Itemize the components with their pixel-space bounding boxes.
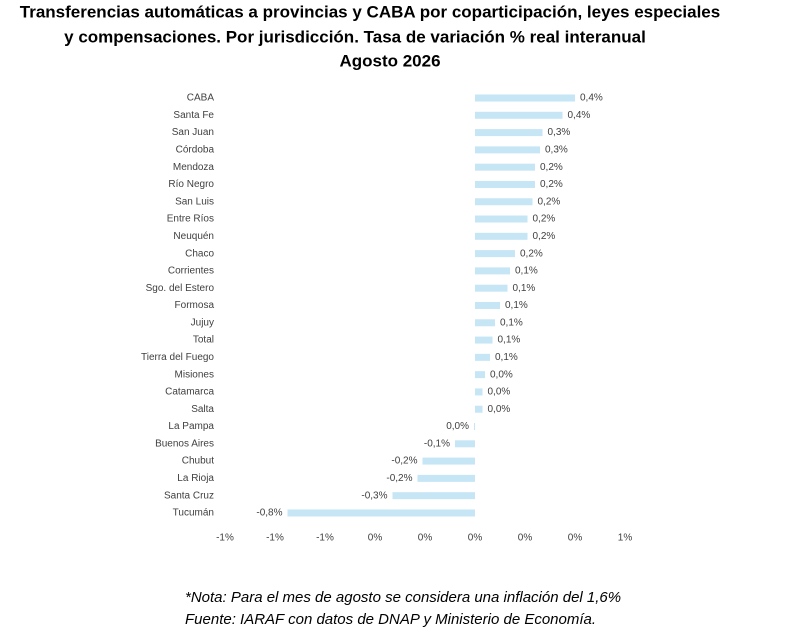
value-label: 0,2% <box>540 179 563 190</box>
y-tick-label: Formosa <box>175 300 215 311</box>
y-tick-label: Chubut <box>182 456 214 467</box>
value-label: 0,0% <box>488 404 511 415</box>
bar <box>475 371 485 379</box>
bar <box>475 146 540 154</box>
y-tick-label: Córdoba <box>176 145 215 156</box>
y-tick-label: Neuquén <box>173 231 214 242</box>
value-label: -0,3% <box>361 490 387 501</box>
bar <box>475 284 508 292</box>
value-label: -0,8% <box>256 508 282 519</box>
note: *Nota: Para el mes de agosto se consider… <box>185 589 621 606</box>
x-tick-label: -1% <box>216 533 234 544</box>
y-tick-label: Total <box>193 335 214 346</box>
value-label: 0,1% <box>515 266 538 277</box>
bar <box>417 474 475 482</box>
y-tick-label: Tierra del Fuego <box>141 352 214 363</box>
y-tick-label: Santa Cruz <box>164 490 214 501</box>
value-label: 0,2% <box>538 196 561 207</box>
value-label: -0,2% <box>391 456 417 467</box>
x-tick-label: -1% <box>266 533 284 544</box>
chart-title: Agosto 2026 <box>339 51 440 70</box>
y-tick-label: CABA <box>187 93 215 104</box>
value-label: 0,2% <box>533 231 556 242</box>
x-tick-label: 0% <box>368 533 383 544</box>
value-label: 0,4% <box>580 93 603 104</box>
bar <box>422 457 475 465</box>
value-label: 0,0% <box>446 421 469 432</box>
chart-title: Transferencias automáticas a provincias … <box>20 2 720 21</box>
bar <box>475 353 490 361</box>
y-tick-label: San Juan <box>172 127 214 138</box>
bar <box>475 405 483 413</box>
bar <box>392 492 475 500</box>
chart-title: y compensaciones. Por jurisdicción. Tasa… <box>64 27 646 46</box>
value-label: 0,1% <box>495 352 518 363</box>
y-tick-label: Jujuy <box>191 317 214 328</box>
bar <box>475 163 535 171</box>
value-label: 0,1% <box>500 317 523 328</box>
y-tick-label: Corrientes <box>168 266 214 277</box>
value-label: 0,3% <box>545 145 568 156</box>
bar <box>287 509 475 517</box>
y-tick-label: Santa Fe <box>173 110 214 121</box>
value-label: -0,2% <box>386 473 412 484</box>
y-tick-label: Salta <box>191 404 214 415</box>
bar <box>475 319 495 327</box>
y-tick-label: Mendoza <box>173 162 215 173</box>
bar <box>475 250 515 258</box>
y-tick-label: Río Negro <box>168 179 214 190</box>
y-tick-label: Sgo. del Estero <box>146 283 215 294</box>
bar <box>475 180 535 188</box>
y-tick-label: Catamarca <box>165 387 214 398</box>
value-label: 0,1% <box>505 300 528 311</box>
x-tick-label: -1% <box>316 533 334 544</box>
bar <box>474 423 475 431</box>
value-label: 0,3% <box>548 127 571 138</box>
value-label: 0,0% <box>490 369 513 380</box>
bar <box>475 111 563 119</box>
value-label: 0,4% <box>568 110 591 121</box>
y-tick-label: La Pampa <box>168 421 214 432</box>
bar <box>475 94 575 102</box>
x-tick-label: 0% <box>418 533 433 544</box>
bar <box>455 440 475 448</box>
bar <box>475 215 528 223</box>
value-label: 0,2% <box>520 248 543 259</box>
value-label: -0,1% <box>424 438 450 449</box>
note: Fuente: IARAF con datos de DNAP y Minist… <box>185 611 596 628</box>
bar <box>475 198 533 206</box>
y-tick-label: San Luis <box>175 196 214 207</box>
bar <box>475 129 543 137</box>
y-tick-label: Buenos Aires <box>155 438 214 449</box>
x-tick-label: 0% <box>518 533 533 544</box>
value-label: 0,2% <box>540 162 563 173</box>
bar <box>475 388 483 396</box>
y-tick-label: Chaco <box>185 248 214 259</box>
value-label: 0,0% <box>488 387 511 398</box>
y-tick-label: Misiones <box>175 369 214 380</box>
bar <box>475 336 493 344</box>
bar <box>475 301 500 309</box>
y-tick-label: La Rioja <box>177 473 214 484</box>
x-tick-label: 0% <box>568 533 583 544</box>
x-tick-label: 0% <box>468 533 483 544</box>
value-label: 0,1% <box>498 335 521 346</box>
x-tick-label: 1% <box>618 533 633 544</box>
bar <box>475 232 528 240</box>
y-tick-label: Tucumán <box>173 508 214 519</box>
y-tick-label: Entre Ríos <box>167 214 214 225</box>
bar <box>475 267 510 275</box>
value-label: 0,1% <box>513 283 536 294</box>
value-label: 0,2% <box>533 214 556 225</box>
